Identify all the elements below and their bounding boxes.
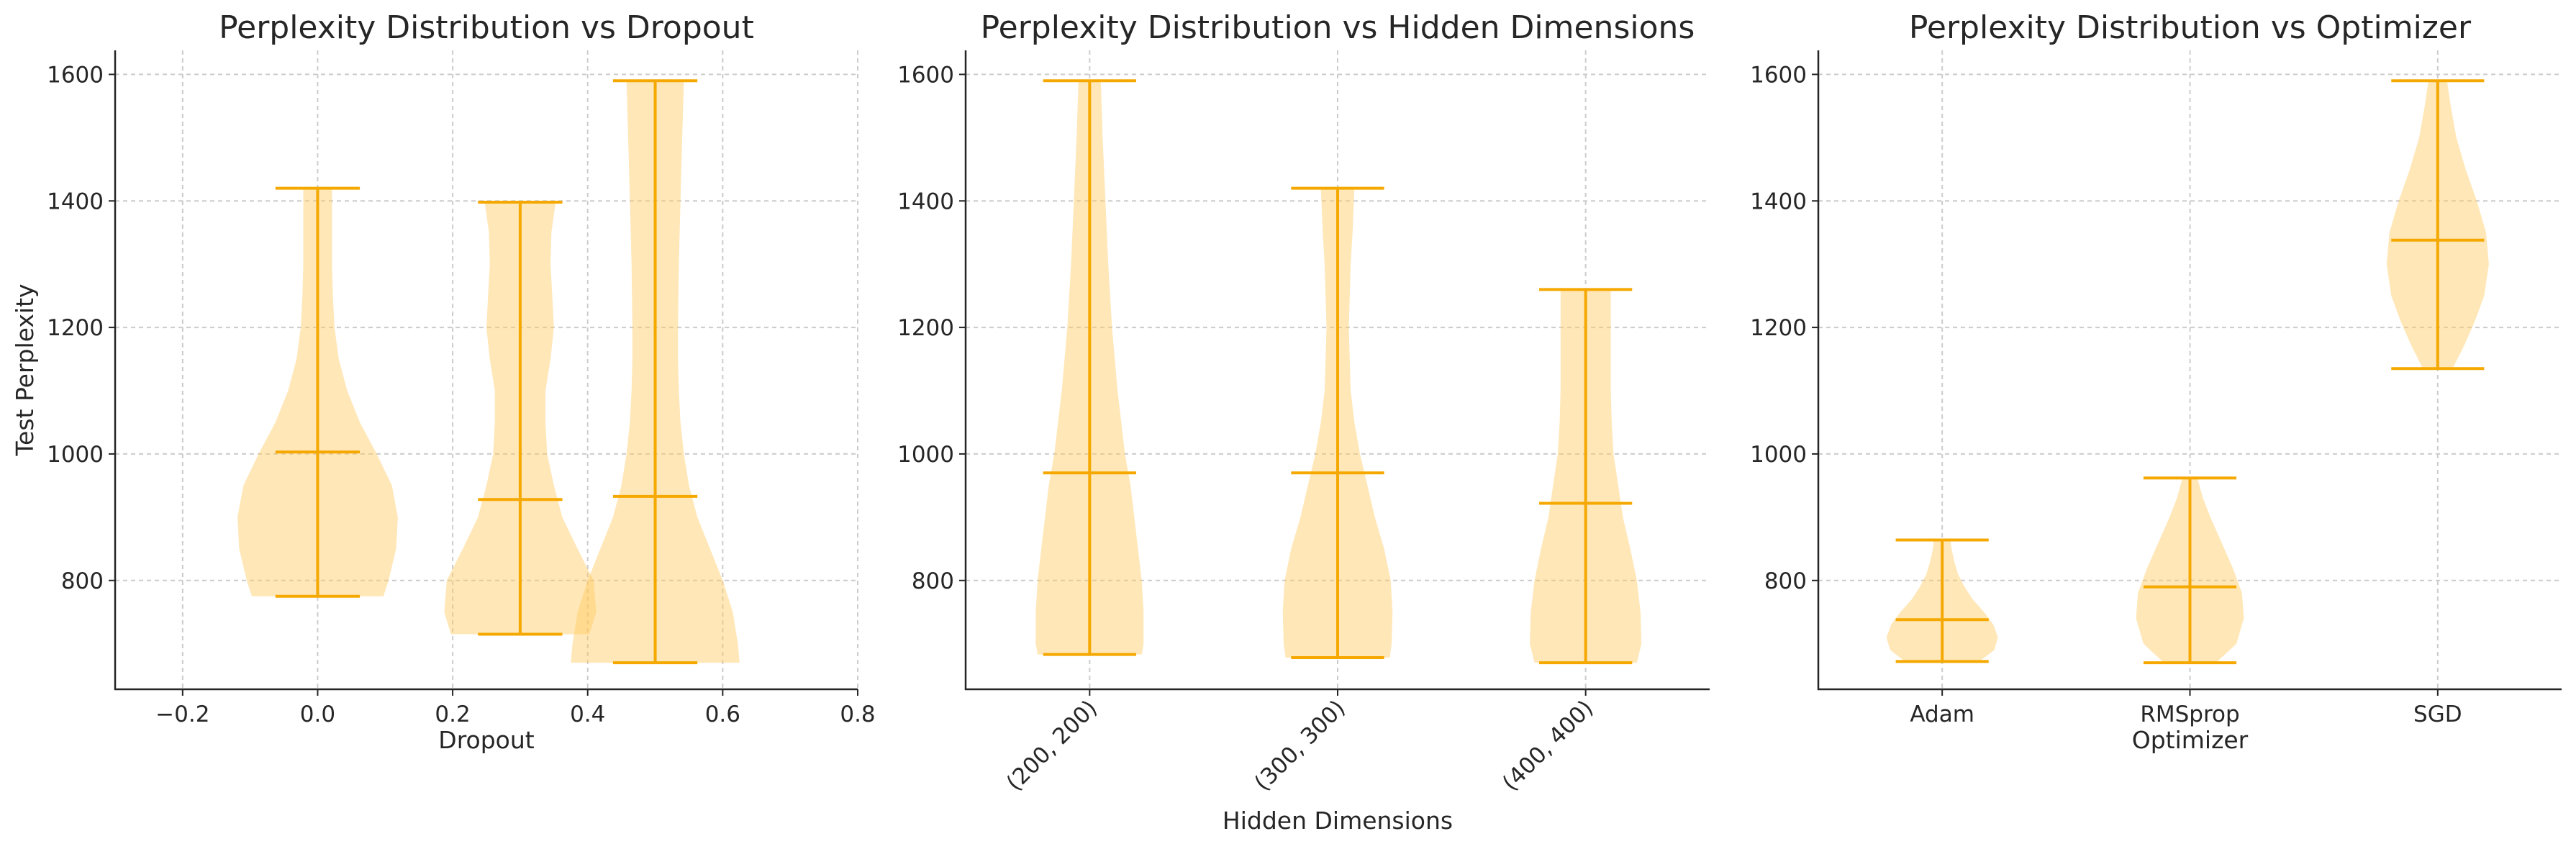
y-tick-label: 1200 <box>897 315 954 341</box>
y-tick-label: 1200 <box>47 315 104 341</box>
x-tick-label: −0.2 <box>155 702 209 727</box>
y-tick-label: 800 <box>61 568 104 594</box>
y-tick-label: 800 <box>912 568 954 594</box>
x-tick-label: (200, 200) <box>1002 695 1102 796</box>
x-tick-label: 0.4 <box>570 702 605 727</box>
panel-1: 800 1000 1200 1400 1600 −0.2 0.0 0.2 0.4 0.6 0.8 Pe… <box>11 9 876 754</box>
y-tick-label: 1400 <box>1750 189 1807 214</box>
y-tick-label: 1400 <box>47 189 104 214</box>
x-axis-label: Optimizer <box>2132 726 2249 754</box>
panel-2: 800 1000 1200 1400 1600 (200, 200) (300, 300) (… <box>897 9 1710 835</box>
x-tick-label: (300, 300) <box>1249 695 1350 796</box>
x-axis-label: Dropout <box>438 726 534 754</box>
y-tick-label: 1000 <box>897 442 954 468</box>
chart-title: Perplexity Distribution vs Hidden Dimens… <box>981 9 1695 46</box>
x-tick-label: RMSprop <box>2140 702 2239 727</box>
x-tick-label: 0.6 <box>705 702 740 727</box>
x-tick-label: 0.0 <box>300 702 335 727</box>
x-axis-label: Hidden Dimensions <box>1223 807 1453 835</box>
y-tick-label: 1000 <box>1750 442 1807 468</box>
y-tick-label: 1400 <box>897 189 954 214</box>
y-tick-label: 1200 <box>1750 315 1807 341</box>
chart-title: Perplexity Distribution vs Dropout <box>219 9 754 46</box>
y-tick-label: 1600 <box>1750 62 1807 88</box>
x-tick-label: Adam <box>1910 702 1974 727</box>
x-tick-label: 0.8 <box>840 702 875 727</box>
panel-3: 800 1000 1200 1400 1600 Adam RMSprop SGD Perplex… <box>1750 9 2562 754</box>
x-tick-label: (400, 400) <box>1497 695 1598 796</box>
y-tick-label: 1600 <box>897 62 954 88</box>
y-tick-label: 800 <box>1764 568 1807 594</box>
y-axis-label: Test Perplexity <box>11 283 39 456</box>
chart-title: Perplexity Distribution vs Optimizer <box>1909 9 2472 46</box>
x-tick-label: 0.2 <box>435 702 470 727</box>
x-tick-label: SGD <box>2413 702 2462 727</box>
y-tick-label: 1000 <box>47 442 104 468</box>
y-tick-label: 1600 <box>47 62 104 88</box>
